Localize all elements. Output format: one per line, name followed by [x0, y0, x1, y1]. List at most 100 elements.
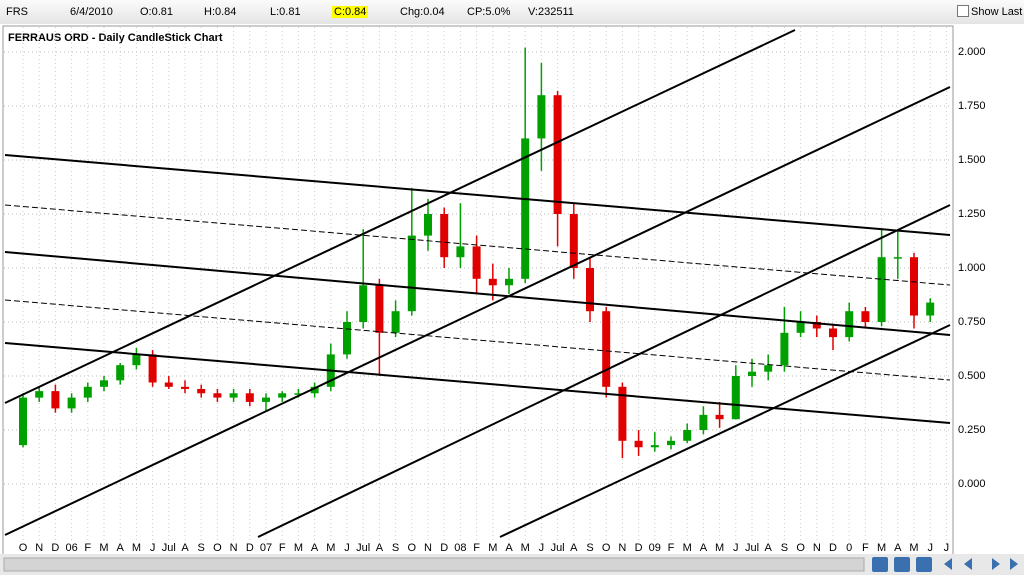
x-tick-label: A — [311, 542, 319, 554]
button[interactable] — [1010, 558, 1018, 570]
x-tick-label: N — [813, 542, 821, 554]
candle-body — [343, 322, 351, 355]
candle-body — [51, 391, 60, 409]
x-tick-label: D — [829, 542, 837, 554]
dashed-line — [4, 299, 951, 381]
x-tick-label: N — [618, 542, 626, 554]
candle-body — [683, 430, 692, 441]
x-tick-label: F — [862, 542, 869, 554]
x-tick-label: Jul — [551, 542, 565, 554]
y-tick-label: 1.750 — [958, 100, 986, 112]
candle-body — [764, 365, 773, 372]
show-last[interactable]: Show Last — [971, 6, 1023, 18]
candle-body — [553, 95, 562, 214]
candle-body — [845, 311, 854, 338]
candle-body — [586, 268, 594, 312]
x-tick-label: J — [733, 542, 739, 554]
candle-body — [116, 365, 125, 381]
x-tick-label: M — [488, 542, 497, 554]
x-tick-label: D — [440, 542, 448, 554]
candle-body — [877, 257, 886, 322]
candle-body — [391, 311, 400, 333]
x-tick-label: M — [326, 542, 335, 554]
candle-body — [132, 354, 141, 366]
checkbox[interactable] — [957, 5, 969, 17]
x-tick-label: A — [570, 542, 578, 554]
scroll-thumb[interactable] — [3, 557, 865, 572]
candle-body — [100, 380, 108, 387]
candle-body — [19, 397, 27, 446]
x-tick-label: F — [473, 542, 480, 554]
trend-line — [4, 154, 951, 236]
x-tick-label: 07 — [260, 542, 272, 554]
trend-line — [4, 342, 951, 424]
button[interactable] — [944, 558, 952, 570]
candle-body — [472, 246, 481, 279]
candle-body — [488, 278, 497, 286]
x-tick-label: M — [909, 542, 918, 554]
close: C:0.84 — [332, 6, 369, 18]
candle-body — [505, 278, 513, 286]
x-tick-label: A — [894, 542, 902, 554]
x-tick-label: O — [213, 542, 222, 554]
button[interactable] — [916, 557, 932, 572]
x-tick-label: J — [150, 542, 156, 554]
background — [0, 24, 1024, 575]
button[interactable] — [992, 558, 1000, 570]
x-tick-label: Jul — [162, 542, 176, 554]
y-tick-label: 0.500 — [958, 370, 986, 382]
toolbar: FRS 6/4/2010 O:0.81 H:0.84 L:0.81 C:0.84… — [0, 0, 1024, 25]
candle-body — [699, 414, 708, 430]
change-pct: CP:5.0% — [467, 6, 511, 18]
x-tick-label: A — [505, 542, 513, 554]
candle-body — [407, 235, 416, 312]
button[interactable] — [894, 557, 910, 572]
x-tick-label: M — [683, 542, 692, 554]
x-tick-label: M — [294, 542, 303, 554]
candle-body — [618, 386, 627, 441]
candle-body — [812, 322, 821, 329]
y-tick-label: 1.500 — [958, 154, 986, 166]
candle-body — [181, 386, 189, 389]
x-tick-label: 09 — [649, 542, 661, 554]
candle-body — [829, 328, 837, 338]
x-tick-label: 0 — [846, 542, 852, 554]
candle-body — [375, 285, 384, 333]
dashed-line — [4, 204, 951, 286]
candle-body — [715, 414, 724, 420]
candle-body — [456, 246, 465, 258]
trend-line — [4, 251, 951, 336]
candle-body — [602, 311, 611, 387]
x-tick-label: A — [376, 542, 384, 554]
candle-body — [440, 214, 449, 258]
x-tick-label: A — [765, 542, 773, 554]
x-tick-label: F — [668, 542, 675, 554]
x-tick-label: J — [944, 542, 950, 554]
candle-body — [67, 397, 76, 409]
x-tick-label: N — [230, 542, 238, 554]
button[interactable] — [872, 557, 888, 572]
nav-buttons — [872, 557, 1018, 572]
x-tick-label: F — [279, 542, 286, 554]
candle-body — [569, 214, 578, 268]
button[interactable] — [964, 558, 972, 570]
candle-body — [35, 391, 44, 398]
high: H:0.84 — [204, 6, 237, 18]
open: O:0.81 — [140, 6, 174, 18]
y-tick-label: 0.750 — [958, 316, 986, 328]
candle-body — [521, 138, 530, 279]
candle-body — [148, 354, 157, 383]
low: L:0.81 — [270, 6, 301, 18]
candle-body — [424, 214, 432, 236]
x-tick-label: 06 — [65, 542, 77, 554]
symbol: FRS — [6, 6, 28, 18]
candle-body — [910, 257, 918, 316]
candle-body — [667, 440, 675, 446]
candle-body — [861, 311, 870, 322]
x-tick-label: J — [344, 542, 350, 554]
x-tick-label: O — [796, 542, 805, 554]
y-tick-label: 0.000 — [958, 478, 986, 490]
chart-title: FERRAUS ORD - Daily CandleStick Chart — [8, 32, 223, 44]
candle-body — [310, 386, 319, 394]
